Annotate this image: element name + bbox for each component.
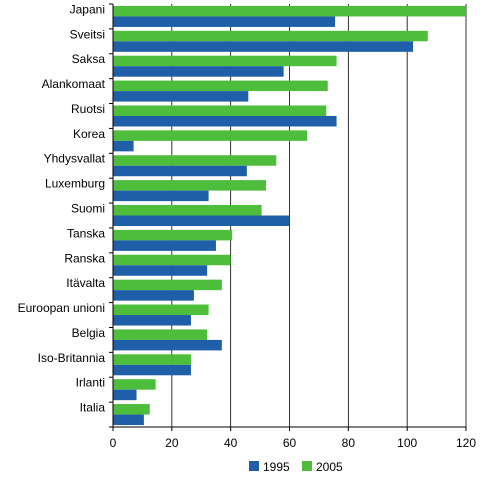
category-label: Italia (80, 401, 106, 415)
category-label: Belgia (72, 326, 106, 340)
bar-2005 (113, 30, 428, 42)
bar-2005 (113, 180, 266, 191)
bar-2005 (113, 354, 191, 365)
bar-2005 (113, 130, 308, 141)
category-label: Korea (73, 127, 105, 141)
bar-2005 (113, 105, 327, 116)
x-tick-label: 80 (342, 436, 356, 450)
category-label: Alankomaat (42, 77, 106, 91)
bar-2005 (113, 379, 156, 390)
x-tick-label: 40 (224, 436, 238, 450)
bar-1995 (113, 190, 209, 202)
category-label: Ruotsi (71, 102, 105, 116)
bar-2005 (113, 329, 208, 340)
x-tick-label: 120 (456, 436, 476, 450)
category-label: Sveitsi (70, 27, 105, 41)
legend-swatch (249, 461, 259, 471)
category-label: Japani (70, 2, 105, 16)
x-tick-label: 20 (165, 436, 179, 450)
bar-2005 (113, 55, 337, 67)
bar-1995 (113, 240, 216, 251)
x-tick-label: 100 (397, 436, 417, 450)
category-label: Irlanti (76, 376, 105, 390)
category-labels: Japani Sveitsi Saksa Alankomaat Ruotsi Korea Y… (18, 2, 106, 414)
bar-1995 (113, 140, 134, 152)
x-tick-label: 0 (110, 436, 117, 450)
bar-1995 (113, 41, 414, 52)
bar-2005 (113, 155, 277, 166)
legend-swatch (302, 461, 312, 471)
category-label: Tanska (67, 226, 105, 240)
x-tick-label: 60 (283, 436, 297, 450)
bar-2005 (113, 279, 222, 291)
bar-1995 (113, 215, 290, 226)
bar-2005 (113, 229, 233, 241)
category-label: Yhdysvallat (44, 152, 106, 166)
bar-2005 (113, 254, 231, 266)
bar-2005 (113, 205, 262, 216)
bar-1995 (113, 165, 247, 177)
bar-1995 (113, 389, 137, 401)
legend-label: 2005 (316, 460, 343, 474)
category-label: Suomi (71, 202, 105, 216)
bar-2005 (113, 5, 466, 17)
category-label: Ranska (64, 251, 105, 265)
x-tick-labels: 0 20 40 60 80 100 120 (110, 436, 477, 450)
bar-1995 (113, 339, 222, 351)
bar-2005 (113, 304, 209, 316)
category-label: Euroopan unioni (18, 301, 105, 315)
bar-1995 (113, 414, 144, 426)
bar-2005 (113, 80, 328, 92)
category-label: Saksa (72, 52, 106, 66)
bar-1995 (113, 364, 191, 376)
bars (113, 5, 466, 426)
bar-1995 (113, 16, 336, 27)
bar-1995 (113, 115, 337, 127)
legend-label: 1995 (263, 460, 290, 474)
axes (109, 3, 467, 431)
bar-1995 (113, 91, 249, 102)
bar-1995 (113, 265, 208, 276)
category-label: Luxemburg (45, 177, 105, 191)
bar-1995 (113, 66, 284, 77)
bar-1995 (113, 290, 194, 301)
category-label: Iso-Britannia (38, 351, 106, 365)
bar-1995 (113, 315, 191, 326)
bar-2005 (113, 404, 150, 415)
category-label: Itävalta (66, 276, 105, 290)
legend: 1995 2005 (249, 460, 343, 474)
